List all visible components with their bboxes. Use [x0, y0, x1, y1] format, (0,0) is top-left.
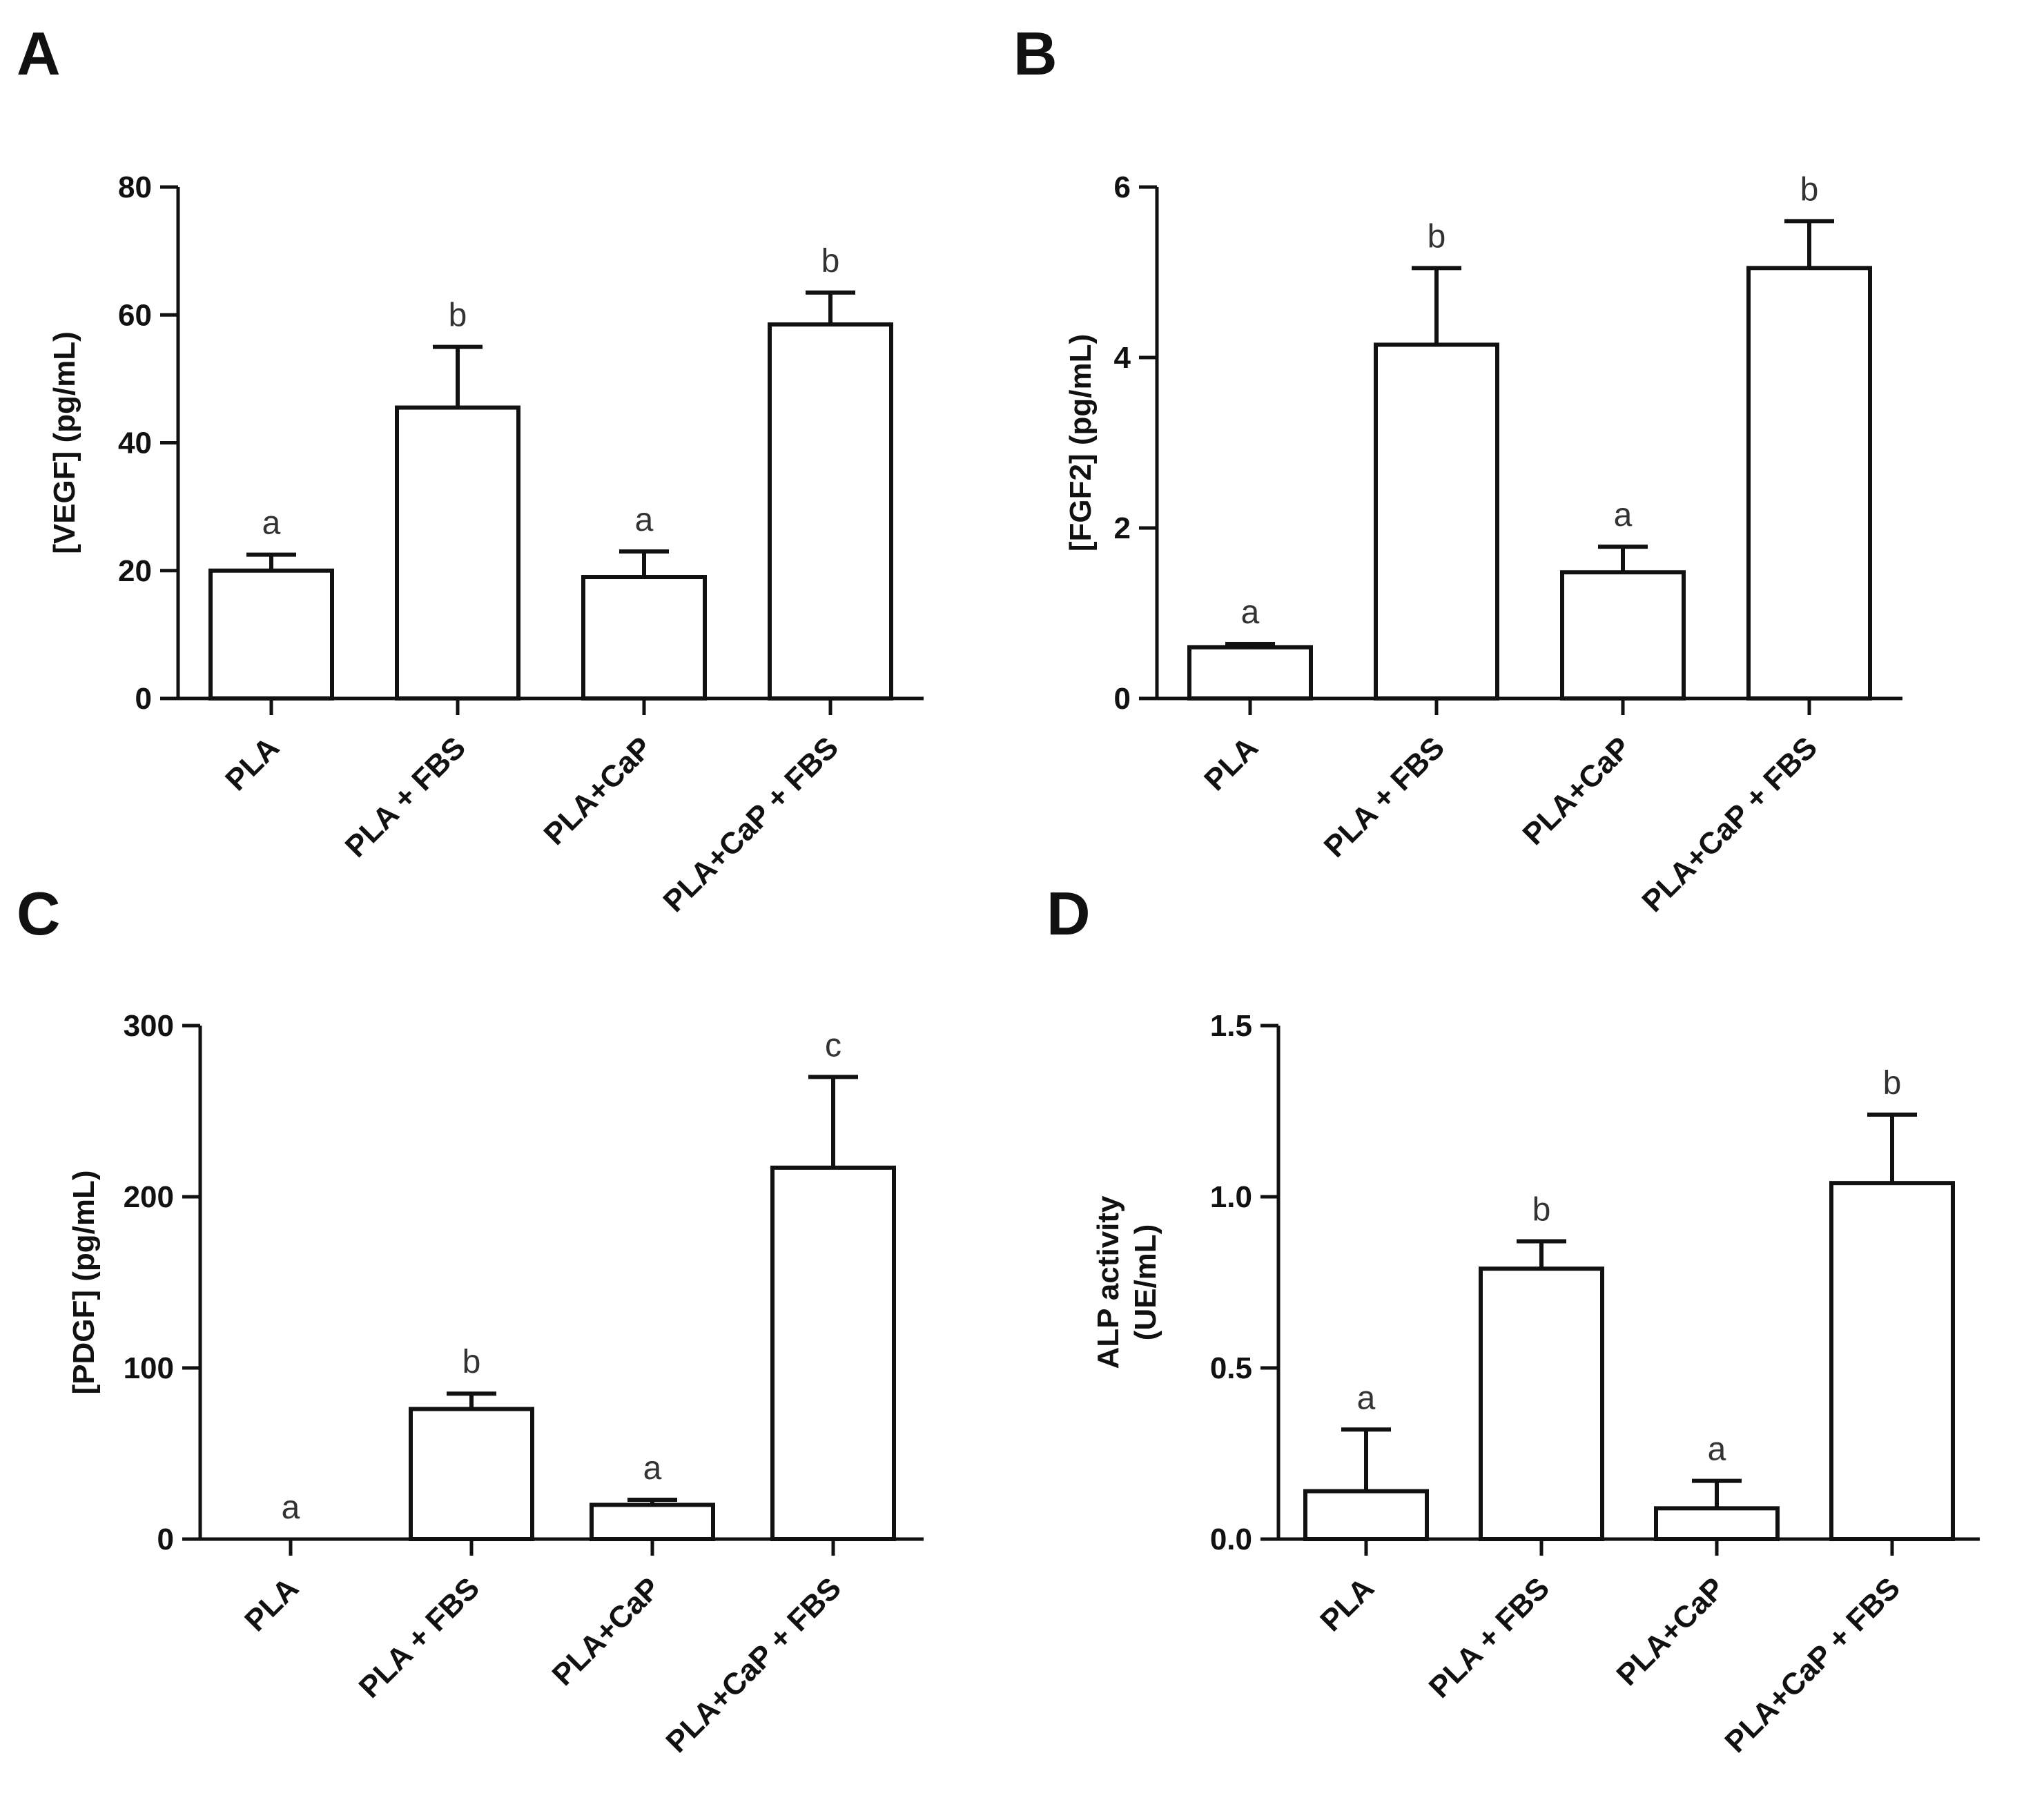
bar	[1746, 266, 1872, 701]
y-tick-label: 1.0	[1210, 1180, 1252, 1214]
significance-label: b	[1532, 1191, 1551, 1228]
y-tick-label: 2	[1114, 511, 1131, 545]
y-tick-label: 40	[118, 427, 152, 460]
significance-label: b	[449, 297, 467, 334]
bar	[208, 568, 334, 701]
chart-panel-b: B 0 2 4 6 [FGF2] (pg/mL) a PLA b PLA + FBS a PLA+Ca…	[1013, 19, 1902, 919]
bar	[590, 1503, 715, 1541]
x-category-label: PLA + FBS	[1423, 1571, 1556, 1704]
bar	[581, 575, 707, 701]
significance-label: a	[1614, 497, 1633, 534]
bar	[770, 1165, 896, 1541]
bar	[1374, 342, 1499, 701]
panel-letter: A	[17, 19, 61, 88]
x-category-label: PLA	[219, 730, 286, 797]
x-category-label: PLA+CaP	[1610, 1571, 1731, 1692]
y-tick-label: 0	[157, 1523, 174, 1556]
x-category-label: PLA+CaP + FBS	[1635, 730, 1824, 919]
x-category-label: PLA+CaP	[537, 730, 659, 852]
y-axis-title: [FGF2] (pg/mL)	[1064, 334, 1098, 551]
x-category-label: PLA	[1314, 1571, 1381, 1638]
bar	[395, 405, 520, 701]
bar	[1654, 1506, 1780, 1542]
y-tick-label: 300	[124, 1009, 174, 1043]
x-category-label: PLA+CaP + FBS	[656, 730, 845, 919]
y-tick-label: 60	[118, 298, 152, 332]
y-tick-label: 100	[124, 1351, 174, 1385]
significance-label: b	[821, 243, 840, 280]
bar	[1479, 1266, 1604, 1542]
x-category-label: PLA+CaP	[1516, 730, 1637, 852]
x-category-label: PLA+CaP	[545, 1571, 667, 1692]
y-tick-label: 6	[1114, 170, 1131, 204]
significance-label: b	[463, 1344, 481, 1380]
significance-label: b	[1883, 1065, 1902, 1102]
y-axis-title-line: (UE/mL)	[1129, 1224, 1162, 1341]
significance-label: b	[1428, 218, 1446, 255]
x-category-label: PLA	[1198, 730, 1265, 797]
y-tick-label: 1.5	[1210, 1009, 1252, 1043]
y-axis-title: [PDGF] (pg/mL)	[67, 1170, 101, 1394]
panel-letter: D	[1046, 879, 1091, 948]
significance-label: a	[1357, 1380, 1376, 1416]
significance-label: c	[825, 1027, 841, 1064]
chart-panel-a: A 0 20 40 60 80 [VEGF] (pg/mL) a PLA b PLA + FBS a P…	[17, 19, 924, 919]
y-axis-title: ALP activity (UE/mL)	[1091, 1195, 1162, 1369]
bar	[1560, 570, 1686, 701]
y-axis-title: [VEGF] (pg/mL)	[48, 331, 81, 554]
significance-label: a	[262, 505, 281, 542]
x-category-label: PLA	[238, 1571, 305, 1638]
chart-panel-d: D 0.0 0.5 1.0 1.5 ALP activity (UE/mL) a PLA b PLA…	[1046, 879, 1980, 1759]
significance-label: a	[1708, 1431, 1726, 1468]
significance-label: a	[635, 502, 654, 538]
y-tick-label: 0.5	[1210, 1351, 1252, 1385]
panel-letter: B	[1013, 19, 1058, 88]
x-category-label: PLA + FBS	[353, 1571, 486, 1704]
x-category-label: PLA+CaP + FBS	[1718, 1571, 1907, 1759]
chart-panel-c: C 0 100 200 300 [PDGF] (pg/mL) a PLA b PLA + FBS a…	[17, 879, 924, 1759]
bar	[1829, 1181, 1955, 1542]
bar	[1303, 1489, 1429, 1542]
y-tick-label: 200	[124, 1180, 174, 1214]
significance-label: a	[643, 1450, 662, 1487]
significance-label: b	[1800, 171, 1819, 208]
x-category-label: PLA + FBS	[339, 730, 472, 863]
y-tick-label: 0	[135, 682, 152, 716]
bar	[1187, 645, 1313, 701]
bar	[768, 322, 893, 701]
y-tick-label: 0.0	[1210, 1523, 1252, 1556]
y-tick-label: 20	[118, 554, 152, 588]
y-tick-label: 4	[1114, 341, 1131, 375]
y-axis-title-line: ALP activity	[1091, 1195, 1125, 1369]
bar	[409, 1407, 534, 1542]
significance-label: a	[1241, 594, 1260, 631]
x-category-label: PLA + FBS	[1318, 730, 1451, 863]
x-category-label: PLA+CaP + FBS	[659, 1571, 848, 1759]
y-tick-label: 80	[118, 170, 152, 204]
y-tick-label: 0	[1114, 682, 1131, 716]
significance-label: a	[282, 1489, 300, 1526]
panel-letter: C	[17, 879, 61, 948]
